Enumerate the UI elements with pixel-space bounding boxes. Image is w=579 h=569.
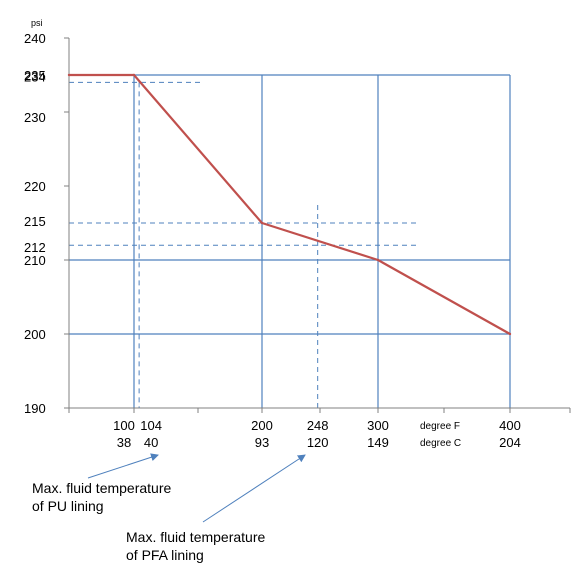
x-tick-label-f-300: 300 <box>367 418 389 433</box>
x-axis-label-f: degree F <box>420 421 460 432</box>
y-tick-label-235: 235 <box>24 68 46 83</box>
y-tick-label-190: 190 <box>24 401 46 416</box>
y-tick-label-240: 240 <box>24 31 46 46</box>
x-axis-label-c: degree C <box>420 438 461 449</box>
x-tick-label-c-40: 40 <box>144 435 158 450</box>
x-tick-label-c-204: 204 <box>499 435 521 450</box>
y-tick-label-212: 212 <box>24 240 46 255</box>
x-tick-label-f-400: 400 <box>499 418 521 433</box>
y-unit-label: psi <box>31 18 43 28</box>
x-tick-label-c-149: 149 <box>367 435 389 450</box>
data-point-100 <box>132 73 136 77</box>
y-tick-label-234: 234 <box>24 69 46 84</box>
series-line <box>69 73 511 335</box>
annotation-pfa-line-1: Max. fluid temperature <box>126 529 265 545</box>
y-tick-label-215: 215 <box>24 214 46 229</box>
annotation-pu-line-1: Max. fluid temperature <box>32 480 171 496</box>
x-tick-label-c-120: 120 <box>307 435 329 450</box>
y-tick-label-230: 230 <box>24 110 46 125</box>
x-tick-label-c-93: 93 <box>255 435 269 450</box>
annotation-pu-arrow <box>87 453 159 479</box>
data-point-300 <box>376 258 380 262</box>
y-tick-label-220: 220 <box>24 179 46 194</box>
annotation-pu-line-2: of PU lining <box>32 498 104 514</box>
y-tick-label-210: 210 <box>24 253 46 268</box>
data-point-200 <box>260 221 264 225</box>
x-tick-label-f-200: 200 <box>251 418 273 433</box>
data-point-400 <box>508 332 512 336</box>
data-point-50 <box>67 73 71 77</box>
annotation-pfa-line-2: of PFA lining <box>126 547 204 563</box>
x-tick-label-f-248: 248 <box>307 418 329 433</box>
x-tick-label-f-104: 104 <box>140 418 162 433</box>
x-tick-label-f-100: 100 <box>113 418 135 433</box>
y-tick-label-200: 200 <box>24 327 46 342</box>
x-tick-label-c-38: 38 <box>117 435 131 450</box>
annotation-pfa-arrow <box>202 454 306 523</box>
